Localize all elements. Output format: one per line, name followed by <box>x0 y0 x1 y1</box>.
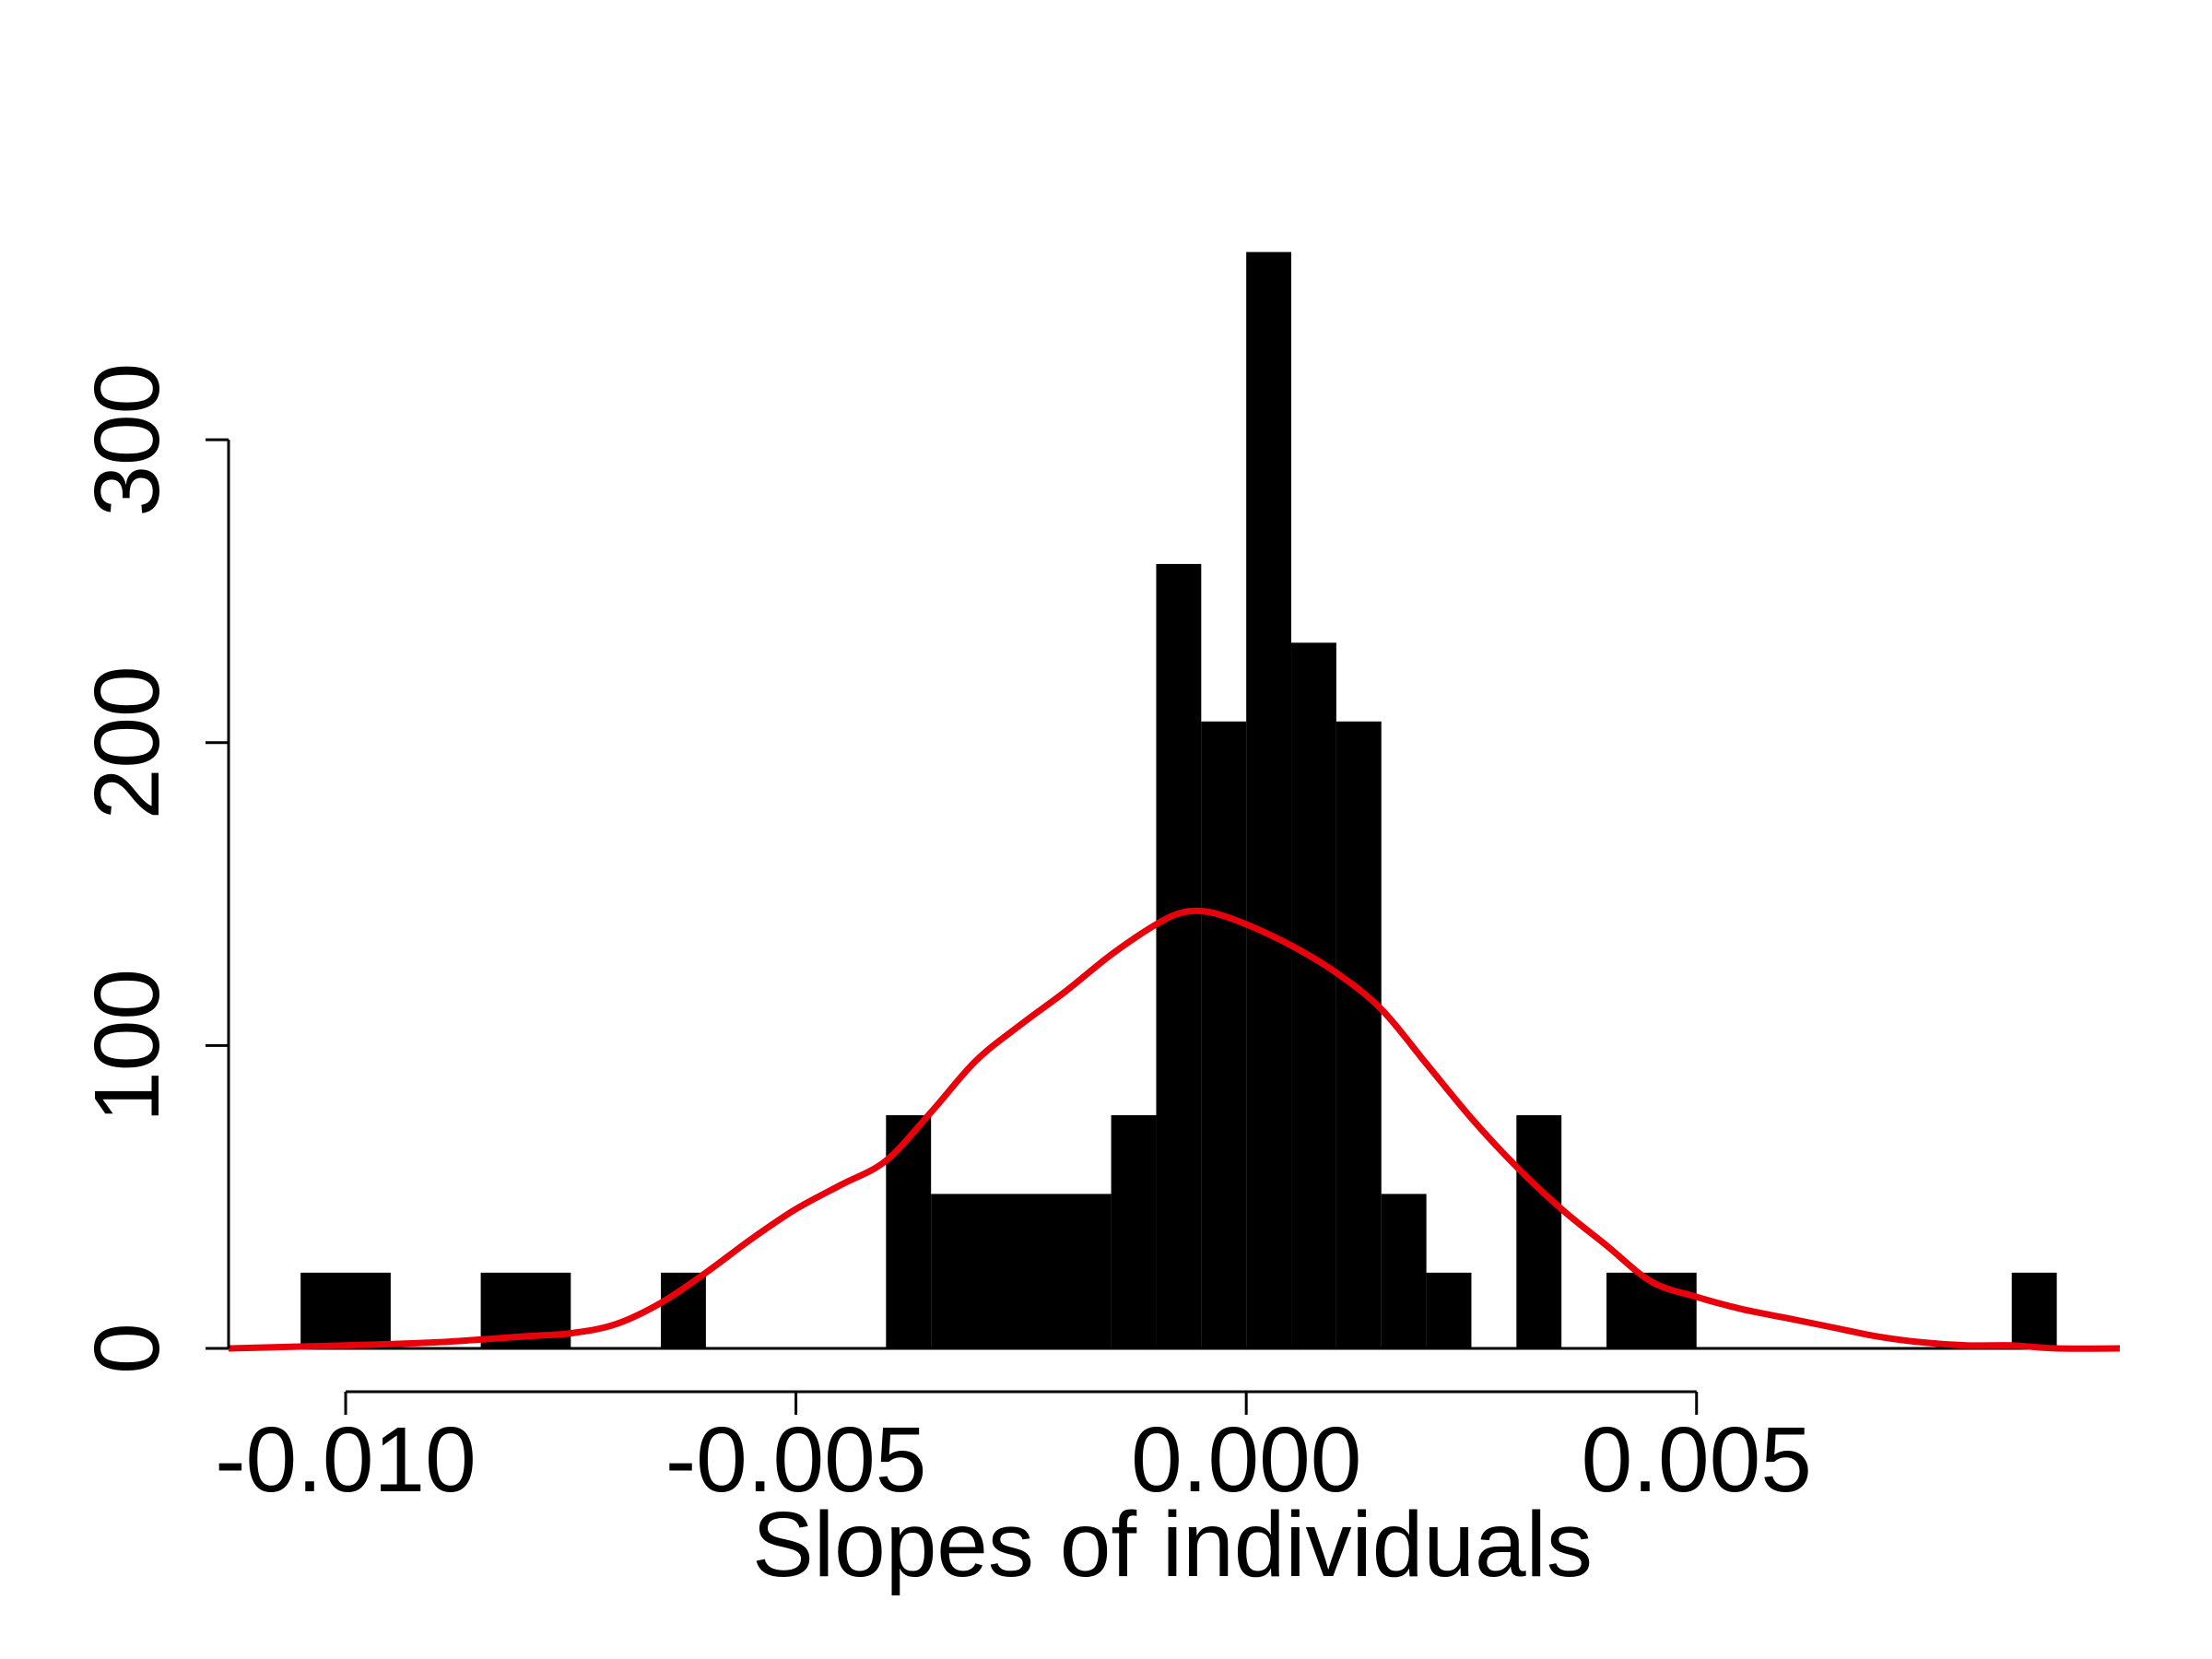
density-curve <box>228 907 2121 1352</box>
y-tick-label: 0 <box>76 1323 179 1374</box>
histogram-bar <box>300 1272 391 1348</box>
histogram-bar <box>1201 721 1247 1348</box>
histogram-bar <box>1111 1114 1157 1348</box>
x-tick-label: 0.000 <box>1131 1408 1361 1512</box>
x-axis: -0.010 -0.005 0.000 0.005 <box>215 1390 1812 1512</box>
x-axis-title: Slopes of individuals <box>752 1493 1593 1596</box>
histogram-bar <box>1156 563 1202 1348</box>
histogram-bar <box>1335 721 1382 1348</box>
x-tick-label: -0.005 <box>665 1408 927 1512</box>
y-tick-label: 100 <box>76 969 179 1123</box>
histogram-bar <box>1381 1194 1427 1348</box>
histogram-bars <box>229 252 2120 1350</box>
histogram-bar <box>1516 1114 1562 1348</box>
density-curve-layer <box>228 907 2121 1352</box>
x-tick-label: -0.010 <box>215 1408 477 1512</box>
y-tick-label: 200 <box>76 665 179 819</box>
x-tick-label: 0.005 <box>1582 1408 1812 1512</box>
histogram-bar <box>1291 642 1336 1348</box>
histogram-bar <box>661 1272 706 1348</box>
histogram-bar <box>931 1194 1112 1348</box>
histogram-bar <box>1246 252 1292 1349</box>
histogram-bar <box>2011 1272 2057 1348</box>
histogram-bar <box>1426 1272 1472 1348</box>
y-axis: 0 100 200 300 <box>76 363 230 1374</box>
y-tick-label: 300 <box>76 363 179 517</box>
